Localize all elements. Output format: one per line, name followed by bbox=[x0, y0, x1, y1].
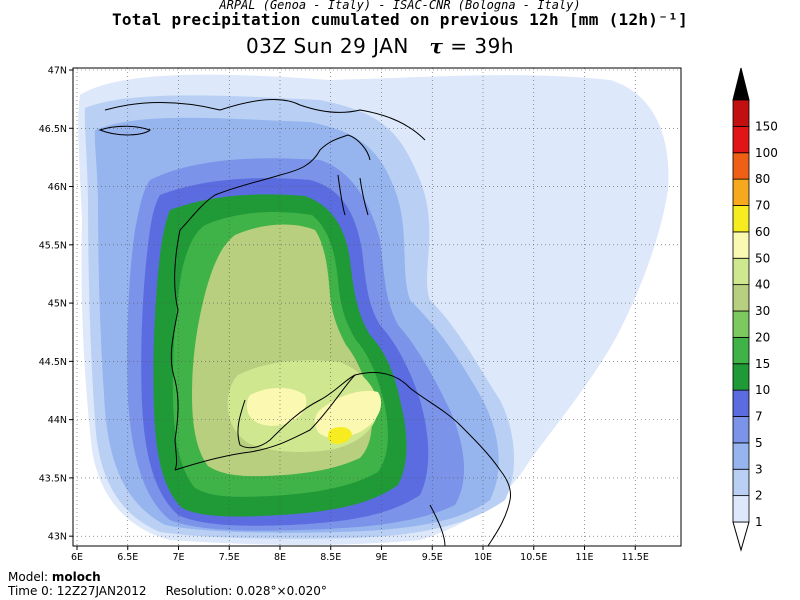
time0-value: 12Z27JAN2012 bbox=[56, 584, 147, 598]
colorbar-box bbox=[732, 336, 750, 365]
lat-tick-label: 45.5N bbox=[39, 240, 67, 251]
lat-tick-label: 46.5N bbox=[39, 124, 67, 135]
lon-tick-label: 7E bbox=[172, 552, 184, 563]
colorbar-box bbox=[732, 468, 750, 497]
coastlines-borders bbox=[98, 99, 511, 546]
precip-contour-40b bbox=[314, 390, 382, 438]
colorbar-level-label: 40 bbox=[755, 278, 770, 292]
lat-tick-label: 46N bbox=[48, 182, 67, 193]
lake-geneva bbox=[98, 125, 151, 136]
colorbar-box bbox=[732, 178, 750, 206]
colorbar-level-label: 1 bbox=[755, 515, 763, 529]
lake-como bbox=[359, 177, 369, 216]
precip-contour-40 bbox=[246, 387, 307, 426]
colorbar-level-label: 3 bbox=[755, 462, 763, 476]
lon-tick-label: 8E bbox=[274, 552, 286, 563]
colorbar-box bbox=[732, 310, 750, 338]
lat-tick-label: 43.5N bbox=[39, 473, 67, 484]
latitude-axis: 47N 46.5N 46N 45.5N 45N 44.5N 44N 43.5N 43N bbox=[39, 66, 73, 543]
forecast-lead-text: = 39h bbox=[450, 34, 515, 58]
colorbar-level-label: 15 bbox=[755, 357, 770, 371]
longitude-axis: 6E 6.5E 7E 7.5E 8E 8.5E 9E 9.5E 10E 10.5E 11E 11.5E bbox=[71, 546, 649, 563]
colorbar-box bbox=[732, 363, 750, 391]
lat-tick-label: 47N bbox=[48, 66, 67, 77]
colorbar-box bbox=[732, 389, 750, 417]
lat-tick-label: 44N bbox=[48, 415, 67, 426]
lon-tick-label: 8.5E bbox=[320, 552, 341, 563]
colorbar-level-label: 50 bbox=[755, 251, 770, 265]
map-frame bbox=[72, 67, 682, 547]
forecast-tau-symbol: τ bbox=[429, 34, 444, 58]
header-valid-time: 03Z Sun 29 JAN τ = 39h bbox=[0, 34, 760, 58]
ligurian-coastline bbox=[174, 372, 511, 546]
colorbar-top-arrow bbox=[732, 67, 750, 101]
colorbar-box bbox=[732, 442, 750, 470]
resolution-label: Resolution: bbox=[165, 584, 233, 598]
lon-tick-label: 7.5E bbox=[219, 552, 240, 563]
colorbar-box bbox=[732, 99, 750, 127]
colorbar-box bbox=[732, 125, 750, 154]
colorbar-box bbox=[732, 231, 750, 259]
colorbar-box bbox=[732, 495, 750, 523]
lon-tick-label: 6E bbox=[71, 552, 83, 563]
colorbar-level-label: 10 bbox=[755, 383, 770, 397]
french-italian-border bbox=[170, 229, 181, 471]
lat-tick-label: 43N bbox=[48, 532, 67, 543]
header-agencies: ARPAL (Genoa - Italy) - ISAC-CNR (Bologn… bbox=[219, 0, 581, 12]
colorbar-level-label: 5 bbox=[755, 436, 763, 450]
lon-tick-label: 10E bbox=[474, 552, 492, 563]
colorbar-box bbox=[732, 284, 750, 312]
colorbar-level-label: 30 bbox=[755, 304, 770, 318]
lon-tick-label: 10.5E bbox=[520, 552, 547, 563]
time0-label: Time 0: bbox=[8, 584, 53, 598]
precip-contour-50 bbox=[327, 426, 352, 444]
footer-time: Time 0: 12Z27JAN2012 Resolution: 0.028°×… bbox=[8, 584, 327, 598]
alps-border bbox=[179, 134, 371, 231]
piedmont-liguria-border bbox=[237, 374, 356, 449]
footer-model: Model: moloch bbox=[8, 570, 101, 584]
colorbar-level-label: 150 bbox=[755, 119, 778, 133]
colorbar-level-label: 60 bbox=[755, 225, 770, 239]
model-label: Model: bbox=[8, 570, 49, 584]
valid-time-text: 03Z Sun 29 JAN bbox=[245, 34, 409, 58]
resolution-value: 0.028°×0.020° bbox=[236, 584, 327, 598]
colorbar-box bbox=[732, 205, 750, 233]
colorbar-level-label: 7 bbox=[755, 410, 763, 424]
lat-tick-label: 44.5N bbox=[39, 357, 67, 368]
lon-tick-label: 6.5E bbox=[117, 552, 138, 563]
lat-tick-label: 45N bbox=[48, 299, 67, 310]
colorbar-box bbox=[732, 416, 750, 444]
corsica-outline bbox=[429, 504, 446, 546]
lon-tick-label: 11.5E bbox=[622, 552, 649, 563]
lon-tick-label: 11E bbox=[575, 552, 593, 563]
colorbar-level-label: 2 bbox=[755, 489, 763, 503]
colorbar-box bbox=[732, 257, 750, 286]
lon-tick-label: 9.5E bbox=[422, 552, 443, 563]
colorbar-box bbox=[732, 152, 750, 180]
header-title: Total precipitation cumulated on previou… bbox=[111, 10, 689, 29]
colorbar-level-label: 80 bbox=[755, 172, 770, 186]
graticule bbox=[73, 68, 681, 546]
lon-tick-label: 9E bbox=[375, 552, 387, 563]
color-legend: 1 2 3 5 7 10 15 20 30 40 50 60 70 80 100 150 bbox=[732, 67, 778, 552]
colorbar-level-label: 100 bbox=[755, 146, 778, 160]
swiss-border bbox=[104, 99, 426, 141]
colorbar-level-label: 20 bbox=[755, 330, 770, 344]
colorbar-level-label: 70 bbox=[755, 199, 770, 213]
precip-field bbox=[78, 74, 669, 545]
lake-maggiore bbox=[337, 174, 346, 216]
model-value: moloch bbox=[51, 570, 101, 584]
colorbar-bottom-arrow bbox=[732, 521, 750, 552]
